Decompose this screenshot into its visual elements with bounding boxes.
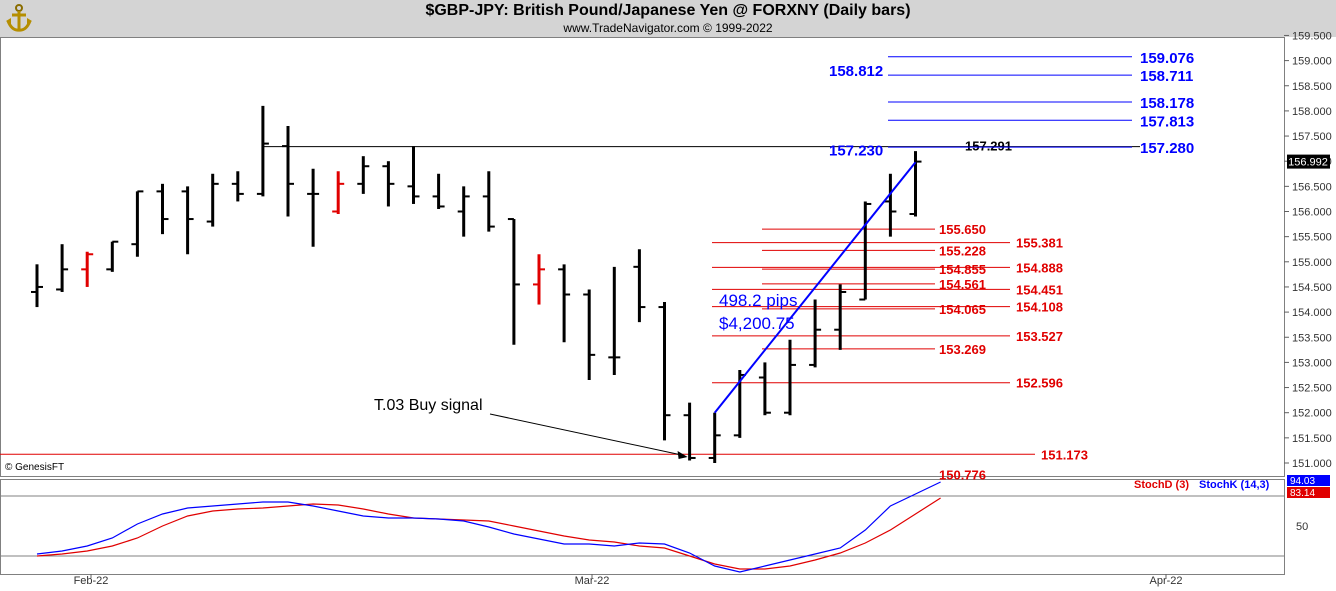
measure-dollars-label: $4,200.75 — [719, 314, 795, 333]
stochastic-panel-frame — [0, 479, 1285, 575]
y-axis-tick-label: 153.000 — [1292, 357, 1332, 369]
fib-level-label: 155.650 — [939, 222, 986, 237]
fib-level-label: 154.855 — [939, 262, 986, 277]
target-level-label: 158.711 — [1140, 68, 1193, 85]
x-axis-tick-label: Feb-22 — [74, 575, 109, 587]
y-axis-tick-label: 159.500 — [1292, 30, 1332, 42]
chart-subtitle: www.TradeNavigator.com © 1999-2022 — [563, 21, 773, 35]
legend-stoch-k: StochK (14,3) — [1199, 479, 1270, 491]
current-price-label: 156.992 — [1288, 157, 1328, 169]
fib-level-label: 154.451 — [1016, 282, 1063, 297]
buy-signal-arrow — [489, 413, 682, 456]
current-price-badge — [1287, 154, 1330, 169]
x-axis-tick-label: Apr-22 — [1149, 575, 1182, 587]
x-axis-tick-label: Mar-22 — [575, 575, 610, 587]
stochastic-series-line — [36, 497, 941, 570]
y-axis-tick-label: 155.000 — [1292, 257, 1332, 269]
y-axis-tick-label: 152.000 — [1292, 408, 1332, 420]
buy-signal-label: T.03 Buy signal — [374, 397, 483, 414]
chart-title: $GBP-JPY: British Pound/Japanese Yen @ F… — [425, 2, 911, 19]
fib-level-label: 152.596 — [1016, 376, 1063, 391]
target-level-label: 157.280 — [1140, 140, 1194, 157]
legend-stoch-d: StochD (3) — [1134, 479, 1189, 491]
y-axis-tick-label: 154.000 — [1292, 307, 1332, 319]
y-axis-tick-label: 156.000 — [1292, 207, 1332, 219]
stoch-d-current: 83.14 — [1290, 488, 1315, 499]
fib-level-label: 150.776 — [939, 467, 986, 482]
price-panel-frame — [0, 37, 1285, 477]
fib-level-label: 154.065 — [939, 302, 986, 317]
target-level-label: 157.230 — [829, 143, 883, 160]
target-level-label: 158.178 — [1140, 95, 1194, 112]
y-axis-tick-label: 151.500 — [1292, 433, 1332, 445]
fib-level-label: 151.173 — [1041, 447, 1088, 462]
y-axis-tick-label: 152.500 — [1292, 383, 1332, 395]
y-axis-tick-label: 155.500 — [1292, 232, 1332, 244]
y-axis-tick-label: 158.000 — [1292, 106, 1332, 118]
stochastic-tick-label: 50 — [1296, 521, 1308, 533]
fib-level-label: 154.561 — [939, 277, 986, 292]
chart-header: $GBP-JPY: British Pound/Japanese Yen @ F… — [0, 0, 1336, 37]
buy-signal-arrowhead — [677, 450, 688, 459]
copyright-label: © GenesisFT — [5, 462, 65, 473]
stochastic-series-line — [36, 481, 941, 573]
fib-level-label: 155.381 — [1016, 236, 1063, 251]
stoch-d-badge — [1287, 487, 1330, 498]
y-axis-tick-label: 156.500 — [1292, 181, 1332, 193]
fib-level-label: 153.269 — [939, 342, 986, 357]
measure-pips-label: 498.2 pips — [719, 291, 797, 310]
resistance-label: 157.291 — [965, 139, 1012, 154]
target-level-label: 158.812 — [829, 63, 883, 80]
stoch-k-badge — [1287, 475, 1330, 486]
y-axis-tick-label: 159.000 — [1292, 56, 1332, 68]
fib-level-label: 155.228 — [939, 243, 986, 258]
y-axis-tick-label: 151.000 — [1292, 458, 1332, 470]
anchor-logo-icon — [6, 4, 32, 32]
y-axis-tick-label: 153.500 — [1292, 332, 1332, 344]
target-level-label: 159.076 — [1140, 50, 1194, 67]
fib-level-label: 154.108 — [1016, 300, 1063, 315]
stoch-k-current: 94.03 — [1290, 476, 1315, 487]
fib-level-label: 153.527 — [1016, 329, 1063, 344]
fib-level-label: 154.888 — [1016, 260, 1063, 275]
y-axis-tick-label: 158.500 — [1292, 81, 1332, 93]
target-level-label: 157.813 — [1140, 113, 1194, 130]
y-axis-tick-label: 154.500 — [1292, 282, 1332, 294]
measure-line — [713, 161, 917, 414]
y-axis-tick-label: 157.500 — [1292, 131, 1332, 143]
